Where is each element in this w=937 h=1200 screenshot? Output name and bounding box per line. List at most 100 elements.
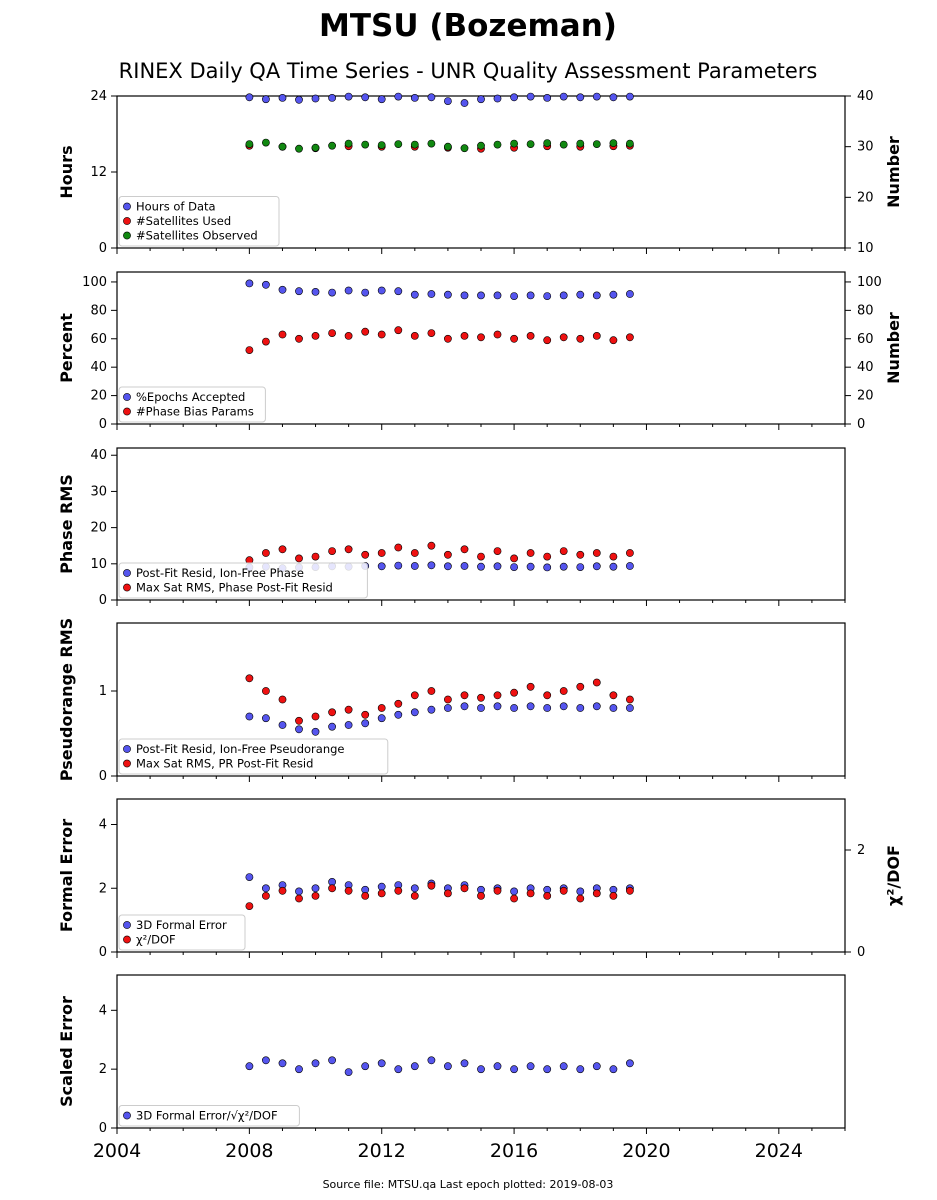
- data-point: [477, 333, 485, 342]
- data-point: [477, 693, 485, 702]
- panel-6: 0 2 4 Scaled Error 3D Formal Error/√χ²/DOF: [57, 974, 846, 1136]
- legend-entry: Hours of Data: [136, 200, 216, 214]
- data-point: [592, 678, 601, 687]
- data-point: [460, 562, 469, 570]
- data-point: [526, 682, 535, 691]
- data-point: [410, 549, 419, 557]
- data-point: [295, 144, 303, 153]
- series-1: [245, 873, 634, 896]
- data-point: [344, 721, 353, 729]
- legend-marker: [123, 569, 131, 577]
- data-point: [460, 884, 469, 893]
- chart-title: MTSU (Bozeman): [319, 8, 617, 44]
- data-point: [592, 291, 601, 300]
- data-point: [328, 547, 336, 555]
- data-point: [394, 699, 403, 708]
- data-point: [410, 691, 419, 700]
- data-point: [427, 561, 436, 570]
- data-point: [245, 712, 254, 721]
- y-right-tick-label: 10: [857, 241, 874, 256]
- data-point: [477, 291, 485, 300]
- y-right-tick-label: 60: [857, 332, 874, 347]
- data-point: [295, 1065, 303, 1074]
- x-tick-label: 2024: [755, 1140, 803, 1162]
- data-point: [311, 1059, 320, 1068]
- y-tick-label: 1: [99, 684, 107, 699]
- data-point: [245, 93, 254, 102]
- data-point: [410, 94, 419, 102]
- data-point: [295, 887, 303, 896]
- y-tick-label: 40: [90, 360, 107, 375]
- data-point: [261, 1056, 270, 1065]
- data-point: [311, 712, 320, 721]
- data-point: [261, 687, 270, 695]
- data-point: [311, 331, 320, 340]
- data-point: [410, 884, 419, 893]
- data-point: [410, 290, 419, 299]
- data-point: [427, 329, 436, 337]
- data-point: [394, 287, 403, 296]
- y-right-tick-label: 2: [857, 843, 865, 858]
- data-point: [377, 286, 386, 295]
- data-point: [311, 143, 320, 152]
- data-point: [261, 138, 270, 147]
- data-point: [361, 140, 370, 149]
- data-point: [609, 691, 618, 700]
- x-tick-label: 2020: [622, 1140, 670, 1162]
- y-tick-label: 2: [99, 1062, 107, 1077]
- data-point: [526, 1062, 535, 1071]
- legend-entry: 3D Formal Error: [136, 918, 227, 932]
- data-point: [328, 708, 336, 717]
- data-point: [592, 1062, 601, 1071]
- data-point: [377, 882, 386, 891]
- series-2: [245, 141, 634, 153]
- data-point: [576, 93, 585, 102]
- data-point: [626, 886, 634, 895]
- data-point: [295, 287, 303, 296]
- panel-2: 0 20 40 60 80 100 0 20 40 60 80 100 Percent Number %Ep…: [57, 271, 903, 432]
- data-point: [394, 886, 403, 895]
- data-point: [443, 290, 452, 299]
- data-point: [328, 94, 336, 102]
- series-3: [245, 138, 634, 153]
- data-point: [344, 886, 353, 895]
- data-point: [377, 330, 386, 339]
- data-point: [592, 889, 601, 898]
- y-tick-label: 4: [99, 1003, 107, 1018]
- data-point: [443, 97, 452, 105]
- data-point: [344, 545, 353, 554]
- series-2: [245, 881, 634, 910]
- data-point: [592, 549, 601, 557]
- data-point: [626, 549, 634, 557]
- data-point: [543, 691, 552, 700]
- data-point: [344, 139, 353, 148]
- data-point: [427, 541, 436, 550]
- legend-box: [118, 914, 246, 951]
- data-point: [626, 562, 634, 570]
- y-right-tick-label: 20: [857, 389, 874, 404]
- data-point: [410, 331, 419, 340]
- data-point: [526, 549, 535, 557]
- legend-marker: [123, 393, 131, 401]
- data-point: [460, 702, 469, 711]
- data-point: [295, 894, 303, 903]
- y-tick-label: 10: [90, 557, 107, 572]
- data-point: [328, 141, 336, 150]
- y-axis-label: Formal Error: [57, 819, 76, 932]
- data-point: [361, 719, 370, 728]
- legend-marker: [123, 231, 131, 240]
- data-point: [427, 881, 436, 890]
- data-point: [592, 562, 601, 571]
- y-axis-label: Scaled Error: [57, 996, 76, 1107]
- data-point: [477, 562, 485, 571]
- y-right-tick-label: 40: [857, 89, 874, 104]
- data-point: [576, 139, 585, 148]
- y-axis-label: Percent: [57, 313, 76, 383]
- legend-marker: [123, 407, 131, 416]
- data-point: [477, 95, 485, 104]
- data-point: [278, 721, 287, 729]
- data-point: [543, 1065, 552, 1074]
- data-point: [493, 562, 502, 571]
- data-point: [394, 140, 403, 148]
- data-point: [626, 704, 634, 712]
